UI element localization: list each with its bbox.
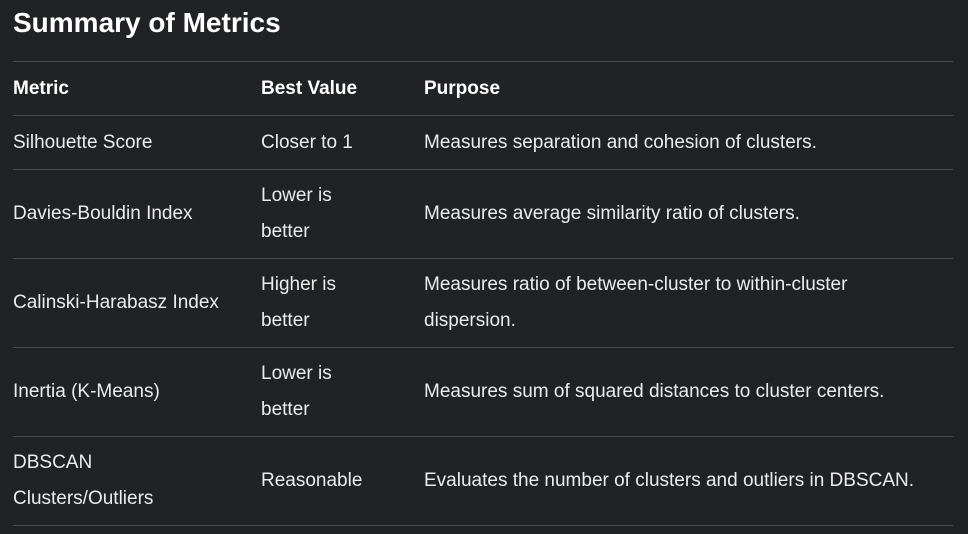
purpose-cell: Measures sum of squared distances to clu… (424, 381, 885, 402)
metric-cell: DBSCAN Clusters/Outliers (13, 452, 154, 509)
metric-cell: Inertia (K-Means) (13, 381, 160, 402)
column-header-metric: Metric (13, 77, 69, 99)
table-row: Silhouette Score Closer to 1 Measures se… (13, 116, 953, 170)
best-value-cell: Higher is better (261, 274, 336, 331)
column-header-best-value: Best Value (261, 77, 358, 99)
metric-cell: Davies-Bouldin Index (13, 203, 193, 224)
best-value-cell: Lower is better (261, 363, 332, 420)
purpose-cell: Measures average similarity ratio of clu… (424, 203, 800, 224)
metric-cell: Calinski-Harabasz Index (13, 292, 219, 313)
table-row: Inertia (K-Means) Lower is better Measur… (13, 348, 953, 437)
column-header-purpose: Purpose (424, 77, 501, 99)
table-row: Calinski-Harabasz Index Higher is better… (13, 259, 953, 348)
best-value-cell: Reasonable (261, 470, 363, 491)
best-value-cell: Closer to 1 (261, 131, 353, 153)
metric-cell: Silhouette Score (13, 131, 153, 153)
table-row: Davies-Bouldin Index Lower is better Mea… (13, 170, 953, 259)
purpose-cell: Measures separation and cohesion of clus… (424, 131, 817, 153)
table-row: DBSCAN Clusters/Outliers Reasonable Eval… (13, 437, 953, 526)
metrics-table: Metric Best Value Purpose Silhouette Sco… (13, 61, 953, 526)
purpose-cell: Evaluates the number of clusters and out… (424, 470, 915, 491)
page-title: Summary of Metrics (13, 7, 281, 38)
best-value-cell: Lower is better (261, 185, 332, 242)
purpose-cell: Measures ratio of between-cluster to wit… (424, 274, 848, 331)
table-header-row: Metric Best Value Purpose (13, 62, 953, 116)
